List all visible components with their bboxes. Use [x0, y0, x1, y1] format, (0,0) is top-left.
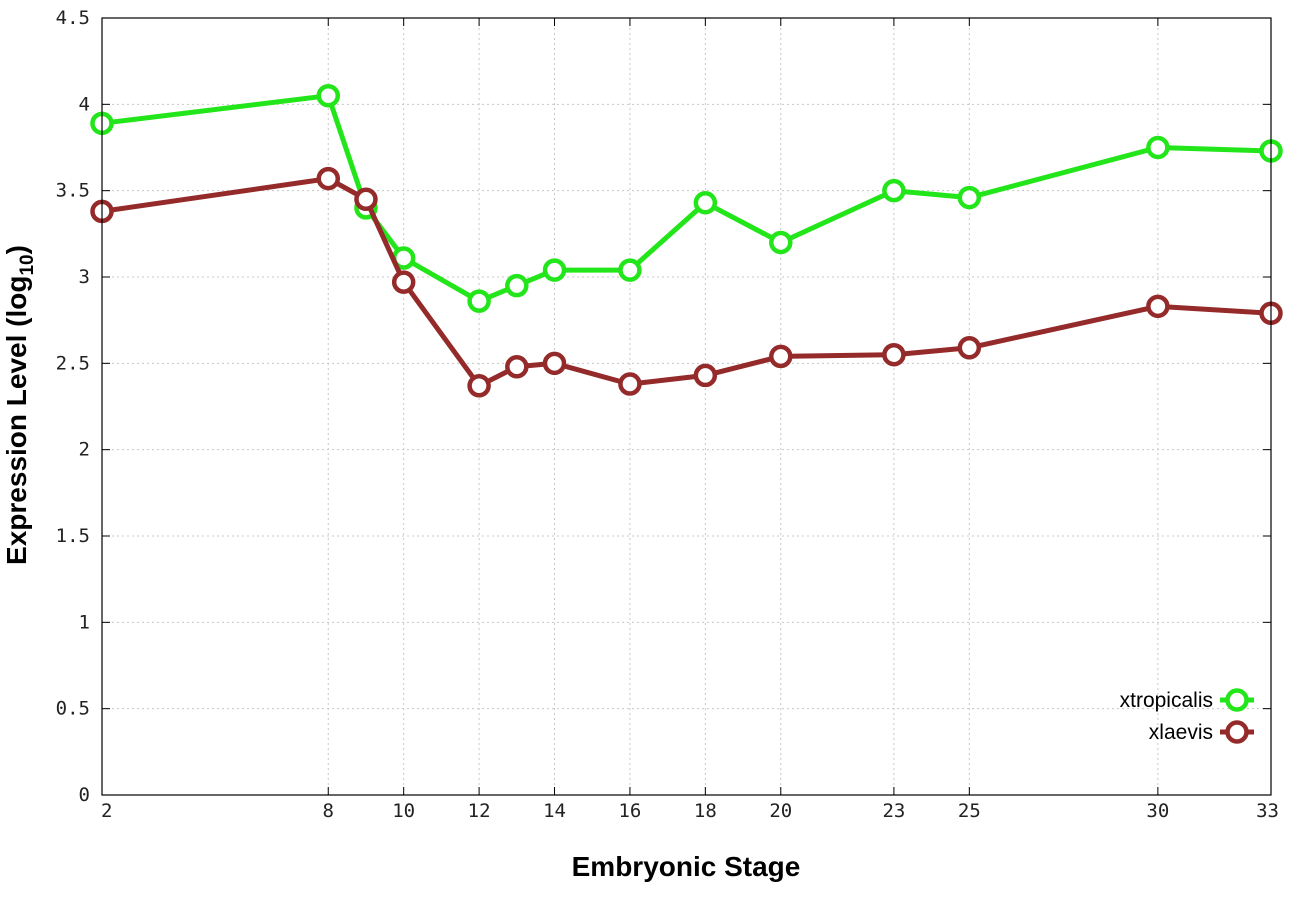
- y-axis-title-main: Expression Level (log: [1, 276, 32, 565]
- data-point: [693, 363, 718, 388]
- data-point: [769, 344, 793, 369]
- series-layer: [90, 83, 1283, 398]
- x-tick-label: 33: [1256, 800, 1279, 822]
- y-tick-label: 3.5: [56, 180, 90, 202]
- legend-entry-xtropicalis: xtropicalis: [1120, 688, 1254, 712]
- data-point: [618, 372, 642, 396]
- y-tick-label: 0: [79, 784, 90, 806]
- legend-swatch-marker: [1225, 688, 1249, 712]
- y-tick-label: 2: [79, 439, 90, 461]
- grid-lines: [102, 18, 1271, 795]
- data-point: [542, 258, 567, 282]
- tick-marks: [101, 17, 1272, 796]
- x-tick-label: 30: [1146, 800, 1169, 822]
- data-point: [316, 83, 341, 108]
- tick-labels: 0 0.5 1 1.5 2 2.5 3 3.5 4 4.5 2 8 10 12 14 16 18 20 23 25 30…: [56, 7, 1279, 822]
- x-axis-title: Embryonic Stage: [572, 851, 801, 882]
- y-tick-label: 3: [79, 266, 90, 288]
- legend-label: xtropicalis: [1120, 689, 1213, 712]
- data-point: [1146, 294, 1170, 319]
- x-tick-label: 12: [468, 800, 491, 822]
- data-point: [467, 289, 491, 313]
- x-tick-label: 14: [543, 800, 566, 822]
- data-point: [542, 351, 567, 376]
- legend-entry-xlaevis: xlaevis: [1149, 720, 1254, 744]
- legend-swatch-marker: [1225, 720, 1249, 744]
- x-tick-label: 18: [694, 800, 717, 822]
- data-point: [1146, 135, 1170, 160]
- y-tick-label: 1.5: [56, 525, 90, 547]
- x-tick-label: 25: [958, 800, 981, 822]
- series-line-xtropicalis: [101, 93, 1272, 304]
- y-tick-label: 1: [79, 611, 90, 633]
- y-axis-title-subscript: 10: [17, 254, 38, 275]
- y-tick-label: 4: [79, 93, 90, 115]
- data-point: [618, 258, 642, 282]
- data-point: [957, 336, 982, 360]
- y-tick-label: 4.5: [56, 7, 90, 29]
- y-axis-title: Expression Level (log10): [1, 245, 38, 565]
- x-tick-label: 8: [323, 800, 334, 822]
- data-point: [391, 270, 416, 294]
- data-point: [505, 273, 529, 298]
- series-line-xlaevis: [101, 176, 1272, 389]
- data-point: [505, 355, 529, 379]
- data-point: [769, 230, 793, 255]
- y-tick-label: 0.5: [56, 698, 90, 720]
- x-tick-label: 10: [392, 800, 415, 822]
- data-point: [882, 342, 906, 367]
- y-axis-title-suffix: ): [1, 245, 32, 254]
- data-point: [467, 374, 491, 398]
- data-point: [354, 187, 378, 212]
- plot-frame: [101, 17, 1272, 796]
- data-point: [957, 185, 982, 210]
- x-tick-label: 2: [101, 800, 112, 822]
- data-point: [882, 178, 906, 203]
- series-xlaevis: [90, 166, 1283, 398]
- x-tick-label: 20: [769, 800, 792, 822]
- data-point: [693, 191, 718, 215]
- legend: xtropicalis xlaevis: [1120, 688, 1254, 744]
- legend-label: xlaevis: [1149, 721, 1213, 744]
- x-tick-label: 16: [618, 800, 641, 822]
- data-point: [316, 166, 341, 191]
- y-tick-label: 2.5: [56, 352, 90, 374]
- x-tick-label: 23: [882, 800, 905, 822]
